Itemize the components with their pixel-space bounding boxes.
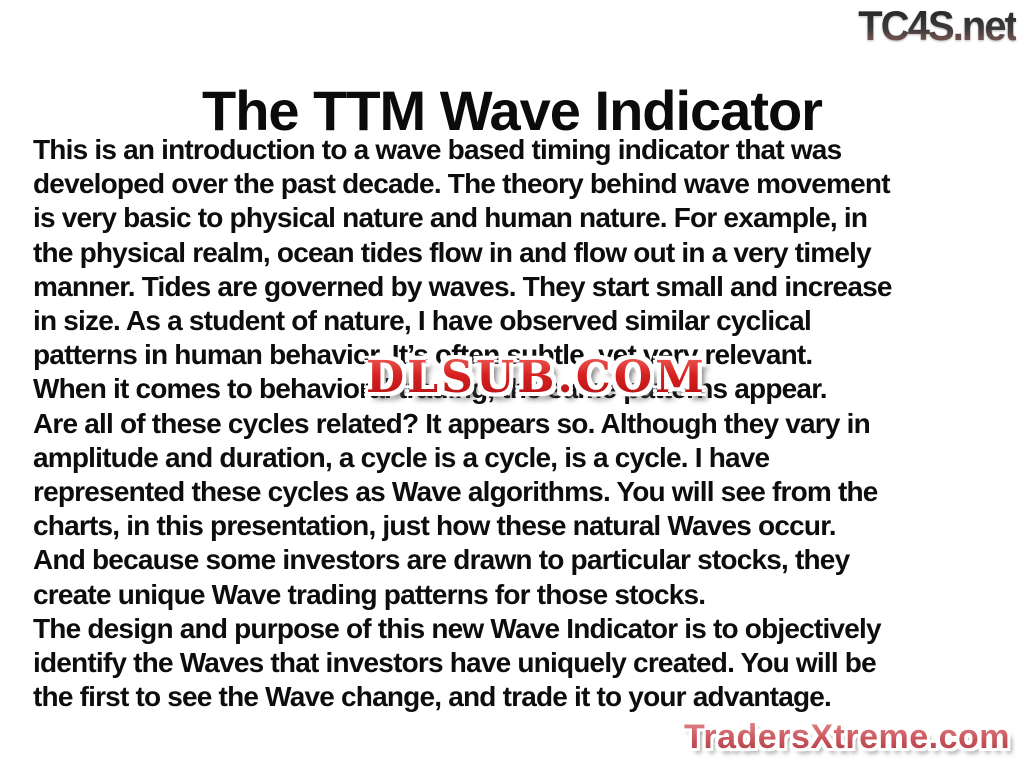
body-line: identify the Waves that investors have u… <box>33 647 877 679</box>
body-line: manner. Tides are governed by waves. The… <box>33 270 892 302</box>
tradersxtreme-watermark-outline: TradersXtreme.com <box>684 718 1010 757</box>
body-line: And because some investors are drawn to … <box>33 544 850 576</box>
tradersxtreme-watermark-fill: TradersXtreme.com <box>684 718 1010 760</box>
body-line: amplitude and duration, a cycle is a cyc… <box>33 441 770 473</box>
body-line: in size. As a student of nature, I have … <box>33 305 812 337</box>
page-title: The TTM Wave Indicator <box>202 78 823 142</box>
body-line: The design and purpose of this new Wave … <box>33 612 882 644</box>
tradersxtreme-watermark: TradersXtreme.com TradersXtreme.com <box>684 718 1010 760</box>
body-line: is very basic to physical nature and hum… <box>33 202 868 234</box>
dlsub-watermark-fill: DLSUB.COM <box>366 352 707 403</box>
body-line: developed over the past decade. The theo… <box>33 168 891 200</box>
dlsub-watermark-outline: DLSUB.COM <box>366 352 707 403</box>
body-line: represented these cycles as Wave algorit… <box>33 476 878 508</box>
body-line: the physical realm, ocean tides flow in … <box>33 236 872 268</box>
body-line: This is an introduction to a wave based … <box>33 134 842 165</box>
tc4s-watermark: TC4S.net <box>858 2 1018 49</box>
body-line: patterns in human behavior. It’s often s… <box>33 339 813 371</box>
body-line: create unique Wave trading patterns for … <box>33 578 706 610</box>
body-line: When it comes to behavioral trading, the… <box>33 373 828 405</box>
body-line: charts, in this presentation, just how t… <box>33 510 837 542</box>
body-line: the first to see the Wave change, and tr… <box>33 681 832 713</box>
slide-body: This is an introduction to a wave based … <box>33 133 993 714</box>
dlsub-watermark: DLSUB.COM DLSUB.COM <box>366 352 707 404</box>
body-line: Are all of these cycles related? It appe… <box>33 407 871 439</box>
